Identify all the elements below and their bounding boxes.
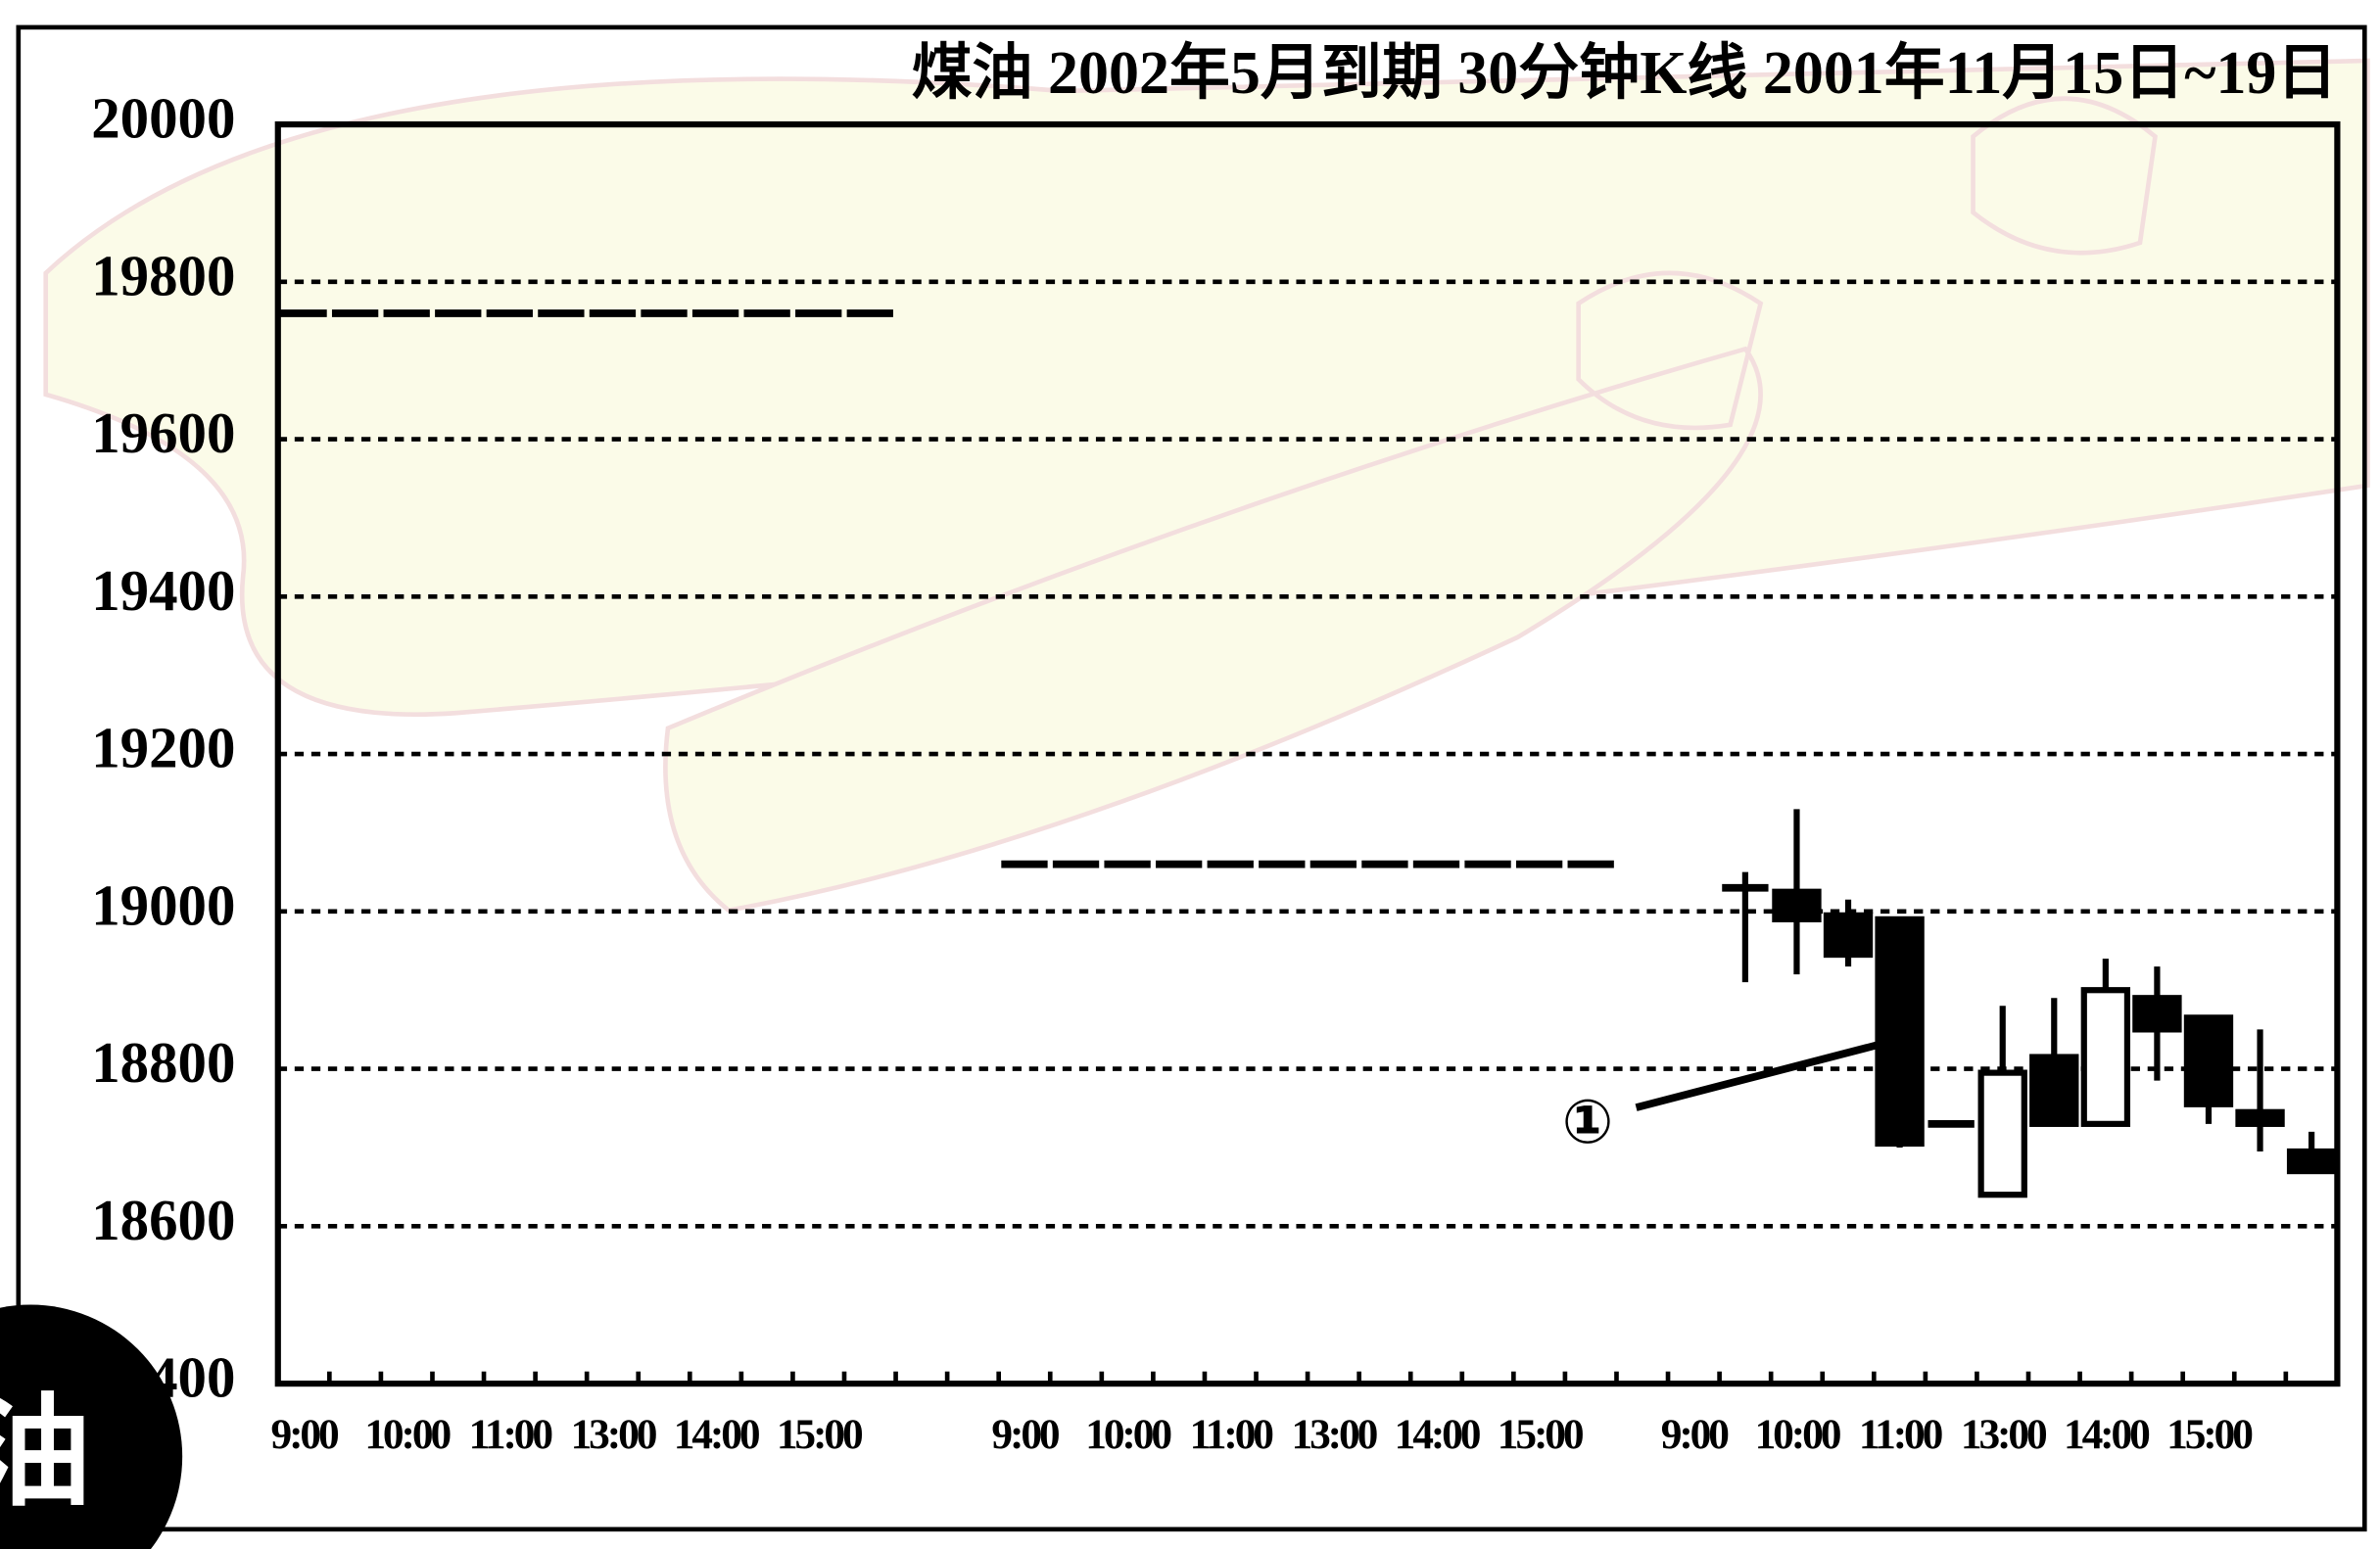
candle-body — [2029, 1054, 2079, 1127]
plot-area: 1840018600188001900019200194001960019800… — [91, 87, 2338, 1458]
watermark — [43, 58, 2370, 914]
plot-frame — [274, 120, 2341, 1387]
y-tick-label: 19800 — [91, 244, 235, 307]
y-tick-label: 20000 — [91, 87, 235, 151]
x-tick-label: 13:00 — [1961, 1411, 2047, 1458]
y-tick-label: 18600 — [91, 1189, 235, 1252]
x-tick-label: 13:00 — [1292, 1411, 1378, 1458]
candle-body — [2132, 995, 2182, 1033]
x-tick-label: 11:00 — [469, 1411, 553, 1458]
candle-body — [2183, 1014, 2234, 1107]
annotation: ① — [1562, 1086, 1613, 1157]
candle-body — [1823, 912, 1874, 959]
y-tick-label: 19600 — [91, 401, 235, 465]
badge: 油 — [0, 1304, 183, 1549]
outer-frame — [16, 24, 2367, 1532]
candle-body — [2235, 1108, 2285, 1127]
x-tick-label: 14:00 — [2064, 1411, 2150, 1458]
x-tick-label: 14:00 — [674, 1411, 760, 1458]
x-tick-label: 11:00 — [1859, 1411, 1943, 1458]
x-tick-label: 15:00 — [777, 1411, 863, 1458]
annotation-line — [1635, 1040, 1883, 1111]
badge-circle — [0, 1304, 183, 1549]
y-tick-label: 19400 — [91, 559, 235, 623]
x-tick-label: 9:00 — [991, 1411, 1060, 1458]
x-tick-label: 15:00 — [2166, 1411, 2253, 1458]
x-tick-label: 11:00 — [1190, 1411, 1274, 1458]
x-tick-label: 10:00 — [364, 1411, 451, 1458]
candle-body — [1875, 915, 1925, 1148]
y-tick-label: 19000 — [91, 873, 235, 937]
candle-body — [2286, 1148, 2337, 1175]
candle-body — [1772, 888, 1822, 922]
y-tick-label: 18800 — [91, 1031, 235, 1095]
chart-title: 煤油 2002年5月到期 30分钟K线 2001年11月15日~19日 — [912, 39, 2338, 107]
x-tick-label: 14:00 — [1395, 1411, 1481, 1458]
x-tick-label: 10:00 — [1755, 1411, 1841, 1458]
candle-body — [1977, 1069, 2027, 1198]
x-tick-label: 9:00 — [270, 1411, 339, 1458]
x-tick-label: 9:00 — [1661, 1411, 1730, 1458]
y-tick-label: 19200 — [91, 717, 235, 780]
candle-body — [2080, 987, 2131, 1127]
badge-text: 油 — [0, 1383, 91, 1524]
x-tick-label: 13:00 — [571, 1411, 657, 1458]
x-tick-label: 10:00 — [1085, 1411, 1171, 1458]
x-tick-label: 15:00 — [1498, 1411, 1584, 1458]
